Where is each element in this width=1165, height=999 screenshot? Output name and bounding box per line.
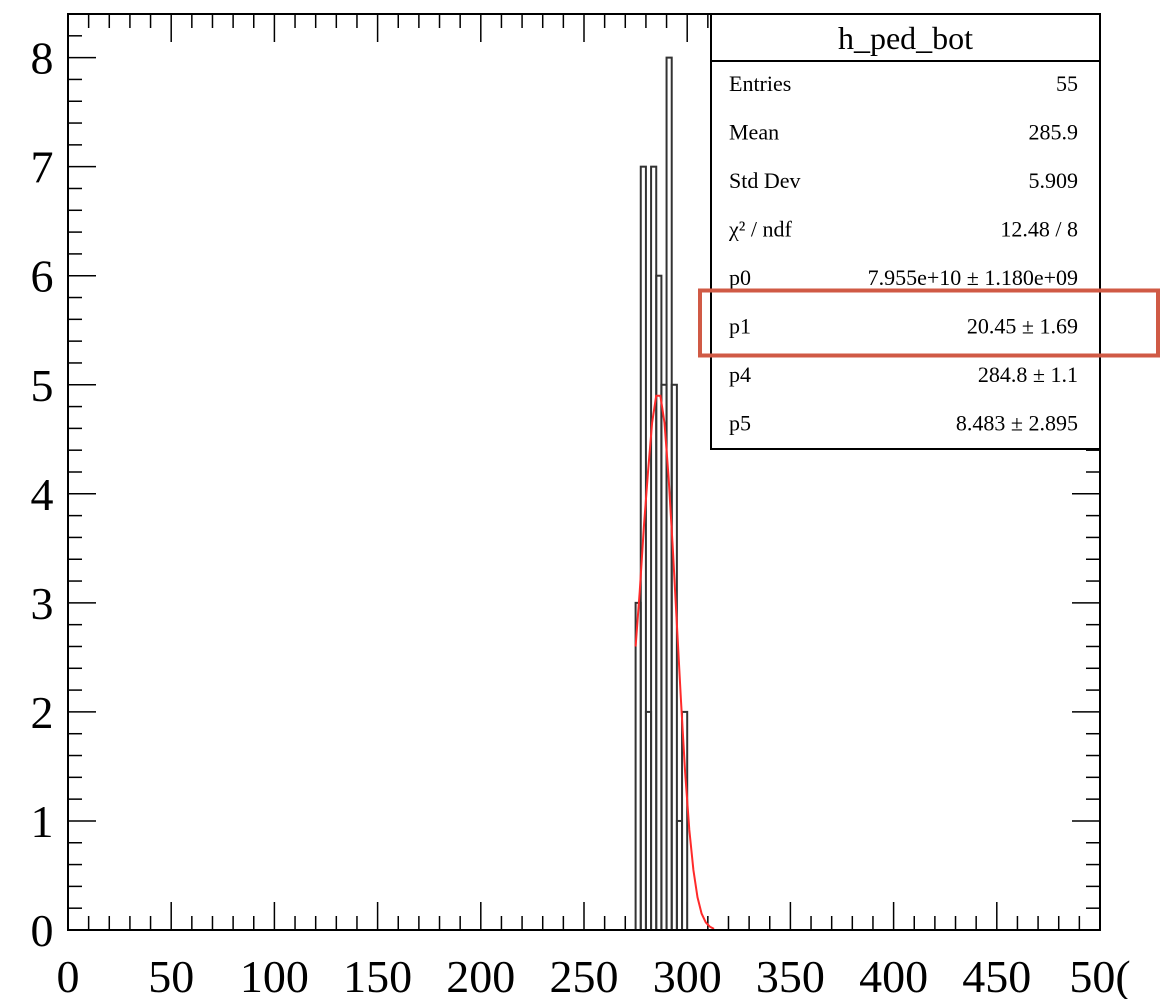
fit-curve: [636, 396, 714, 929]
x-tick-label: 450: [962, 951, 1031, 999]
y-tick-label: 1: [31, 796, 54, 847]
y-tick-label: 0: [31, 905, 54, 956]
y-tick-label: 6: [31, 251, 54, 302]
x-tick-label: 400: [859, 951, 928, 999]
x-tick-label: 300: [653, 951, 722, 999]
stats-row-label: p1: [729, 314, 751, 339]
x-tick-label: 200: [446, 951, 515, 999]
x-tick-label: 150: [343, 951, 412, 999]
stats-row-value: 12.48 / 8: [1000, 217, 1078, 242]
stats-row-label: χ² / ndf: [728, 217, 792, 242]
x-tick-label: 100: [240, 951, 309, 999]
x-tick-label: 250: [550, 951, 619, 999]
y-tick-label: 2: [31, 687, 54, 738]
y-tick-label: 8: [31, 33, 54, 84]
stats-row-label: Std Dev: [729, 168, 801, 193]
stats-row-label: p4: [729, 362, 751, 387]
stats-row-label: Entries: [729, 71, 791, 96]
stats-row-label: Mean: [729, 120, 779, 145]
stats-row-value: 284.8 ± 1.1: [978, 362, 1078, 387]
x-tick-label: 50(: [1069, 951, 1130, 999]
x-tick-label: 50: [148, 951, 194, 999]
y-tick-label: 5: [31, 360, 54, 411]
stats-row-value: 285.9: [1029, 120, 1079, 145]
stats-title: h_ped_bot: [838, 20, 973, 56]
x-tick-labels: 0 50 100 150 200 250 300 350 400 450 50(: [57, 951, 1131, 999]
stats-row-value: 5.909: [1029, 168, 1079, 193]
stats-row-label: p0: [729, 265, 751, 290]
stats-row-value: 8.483 ± 2.895: [956, 411, 1078, 436]
y-tick-label: 4: [31, 469, 54, 520]
histogram-series: [636, 58, 688, 930]
x-tick-label: 350: [756, 951, 825, 999]
y-tick-label: 3: [31, 578, 54, 629]
stats-row-label: p5: [729, 411, 751, 436]
stats-row-value: 20.45 ± 1.69: [967, 314, 1078, 339]
y-tick-labels: 0 1 2 3 4 5 6 7 8: [31, 33, 54, 956]
x-tick-label: 0: [57, 951, 80, 999]
y-tick-label: 7: [31, 142, 54, 193]
stats-box: h_ped_bot Entries 55 Mean 285.9 Std Dev 5.909 χ…: [711, 14, 1100, 449]
stats-row-value: 55: [1056, 71, 1078, 96]
stats-row-value: 7.955e+10 ± 1.180e+09: [868, 265, 1078, 290]
